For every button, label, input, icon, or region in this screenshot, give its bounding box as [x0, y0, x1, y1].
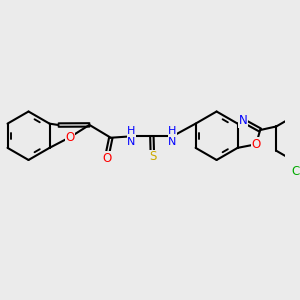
Text: S: S — [149, 150, 156, 163]
Text: O: O — [65, 131, 75, 144]
Text: Cl: Cl — [291, 165, 300, 178]
Text: H
N: H N — [168, 125, 177, 147]
Text: N: N — [239, 114, 248, 127]
Text: O: O — [251, 138, 261, 151]
Text: O: O — [102, 152, 111, 165]
Text: H
N: H N — [127, 125, 136, 147]
